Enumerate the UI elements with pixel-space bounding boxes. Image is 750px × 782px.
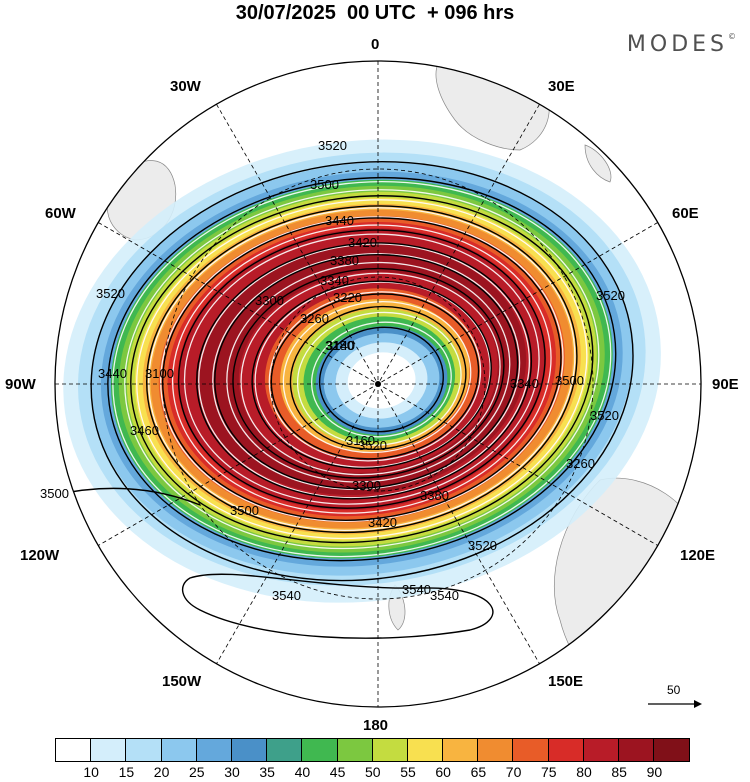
contour-label: 3440 [325,213,354,228]
colorbar-tick-label: 25 [189,764,205,780]
title-time: 00 UTC [346,2,416,24]
contour-label: 3260 [300,311,329,326]
lon-label-120e: 120E [680,547,716,564]
contour-label: 3340 [320,273,349,288]
colorbar [55,738,691,762]
colorbar-tick-label: 45 [329,764,346,780]
title-date: 30/07/2025 [235,2,336,24]
colorbar-swatch [161,739,197,761]
contour-label: 3380 [330,253,359,268]
colorbar-tick-label: 70 [505,764,522,780]
colorbar-swatch [126,739,162,761]
colorbar-swatch [443,739,479,761]
colorbar-swatch [654,739,690,761]
contour-label: 3140 [326,338,355,353]
contour-label: 3100 [145,366,174,381]
colorbar-tick-label: 40 [294,764,311,780]
contour-labels: 3520 3500 3440 3420 3380 3340 3300 3260 … [40,138,625,603]
contour-label: 3500 [555,373,584,388]
map-boundary [54,60,702,708]
colorbar-tick-label: 20 [153,764,170,780]
lon-label-30e: 30E [548,78,575,95]
contour-label: 3260 [566,456,595,471]
contour-label: 3500 [230,503,259,518]
colorbar-ticks: 10 15 20 25 30 35 40 45 50 55 60 65 70 75 80 85 90 [55,764,750,782]
colorbar-swatch [56,739,92,761]
contour-label: 3220 [333,290,362,305]
lon-label-150w: 150W [162,673,202,690]
colorbar-tick-label: 50 [365,764,381,780]
colorbar-swatch [302,739,338,761]
colorbar-tick-label: 10 [83,764,99,780]
contour-label: 3520 [96,286,125,301]
lon-label-180: 180 [363,717,389,734]
colorbar-swatch [196,739,232,761]
colorbar-swatch [619,739,655,761]
contour-label: 3520 [590,408,619,423]
colorbar-swatch [583,739,619,761]
contour-label: 3420 [368,515,397,530]
contour-label: 3520 [358,438,387,453]
colorbar-swatch [91,739,127,761]
colorbar-swatch [267,739,303,761]
contour-label: 3340 [510,376,539,391]
contour-label: 3520 [318,138,347,153]
contour-label: 3160 [346,433,375,448]
lon-label-30w: 30W [170,78,201,95]
contour-label: 3500 [40,486,69,501]
colorbar-tick-label: 90 [646,764,663,780]
colorbar-tick-label: 55 [400,764,416,780]
colorbar-tick-label: 35 [259,764,275,780]
colorbar-tick-label: 75 [541,764,557,780]
title-lead: + 096 hrs [426,2,515,24]
lon-label-60w: 60W [45,205,76,222]
contour-label: 3520 [468,538,497,553]
wind-streamlines [112,181,612,558]
wind-reference-arrow [648,700,702,708]
land-africa-tip [584,144,612,183]
lon-label-60e: 60E [672,205,699,222]
contour-label: 3500 [310,177,339,192]
contour-3540-loop [181,573,494,639]
colorbar-tick-label: 15 [118,764,135,780]
contour-label: 3420 [348,235,377,250]
colorbar-swatch [231,739,268,761]
lon-label-90e: 90E [712,376,739,393]
colorbar-tick-label: 30 [224,764,240,780]
colorbar-swatch [548,739,584,761]
contour-label: 3300 [352,478,381,493]
lon-label-150e: 150E [548,673,584,690]
colorbar-swatch [513,739,549,761]
modes-logo: MODES© [627,32,736,57]
map-content [55,61,701,692]
contour-label: 3300 [255,293,284,308]
contour-label: 3180 [325,338,354,353]
contour-label: 3540 [402,582,431,597]
colorbar-tick-label: 60 [435,764,451,780]
colorbar-swatch [372,739,408,761]
lon-label-90w: 90W [5,376,36,393]
lon-label-0: 0 [371,36,380,53]
colorbar-swatch [337,739,373,761]
height-contours [90,160,634,582]
contour-label: 3380 [420,488,449,503]
pole-marker [375,381,381,387]
contour-label: 3520 [596,288,625,303]
colorbar-swatch [407,739,444,761]
colorbar-swatch [478,739,514,761]
colorbar-tick-label: 85 [611,764,627,780]
contour-label: 3440 [98,366,127,381]
contour-label: 3540 [430,588,459,603]
brand-mark: © [728,32,736,41]
contour-label: 3460 [130,423,159,438]
lon-label-120w: 120W [20,547,60,564]
wind-reference-label: 50 [667,683,681,697]
brand-name: MODES [626,32,728,57]
colorbar-tick-label: 65 [470,764,487,780]
colorbar-tick-label: 80 [576,764,592,780]
contour-label: 3540 [272,588,301,603]
chart-title: 30/07/2025 00 UTC + 096 hrs [0,0,750,26]
